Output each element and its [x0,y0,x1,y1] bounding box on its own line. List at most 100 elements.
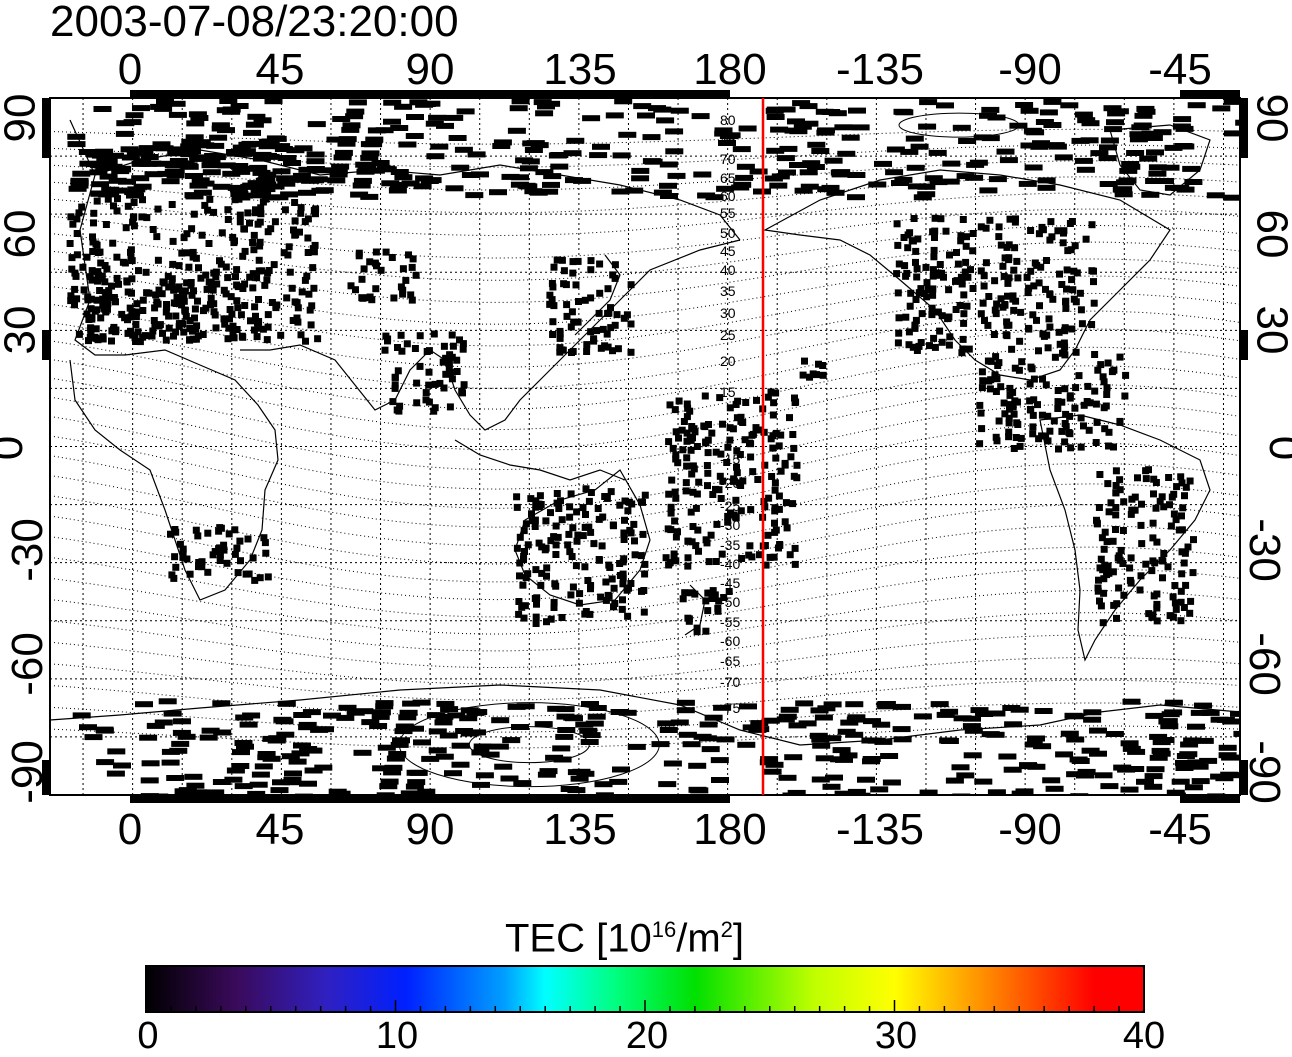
tec-pixel [1104,562,1112,570]
tec-pixel [934,308,942,316]
tec-pixel [67,213,75,221]
tec-pixel [406,114,424,120]
tec-pixel [1030,375,1038,383]
tec-pixel [945,341,953,349]
tec-pixel [1006,405,1013,413]
tec-pixel [143,160,162,167]
tec-pixel [917,339,925,346]
tec-pixel [347,282,355,290]
tec-pixel [1220,771,1239,778]
tec-pixel [965,345,973,353]
tec-pixel [396,402,404,410]
tec-pixel [448,135,467,141]
tec-pixel [569,258,577,266]
tec-pixel [249,554,257,562]
tec-pixel [1216,716,1235,723]
tec-pixel [765,494,773,502]
tec-pixel [1026,406,1034,413]
tec-pixel [149,327,157,335]
tec-pixel [791,560,799,568]
tec-pixel [145,289,153,297]
tec-pixel [787,789,806,795]
tec-pixel [563,150,582,157]
tec-pixel [799,371,807,379]
tec-pixel [787,453,795,461]
tec-pixel [160,279,168,287]
tec-pixel [1046,142,1065,149]
tec-pixel [302,337,309,345]
tec-pixel [1009,403,1017,411]
tec-pixel [1150,592,1158,600]
tec-pixel [837,150,856,157]
tec-pixel [594,505,602,512]
tec-pixel [892,726,911,733]
tec-pixel [573,508,581,516]
tec-pixel [388,187,407,194]
tec-pixel [893,270,901,278]
tec-pixel [1060,339,1068,347]
tec-pixel [1182,165,1201,172]
tec-pixel [929,266,937,274]
tec-pixel [771,479,779,487]
tec-pixel [71,301,78,309]
tec-pixel [931,227,939,235]
tec-pixel [171,553,179,561]
tec-pixel [104,305,111,313]
tec-pixel [639,498,646,506]
tec-pixel [767,388,775,396]
tec-pixel [431,404,439,412]
tec-pixel [201,727,220,734]
tec-pixel [143,214,151,222]
mlat-label: 80 [720,112,736,128]
tec-pixel [129,218,137,226]
tec-pixel [982,259,990,267]
tec-pixel [1012,297,1020,305]
tec-pixel [133,300,141,308]
tec-pixel [196,142,215,149]
tec-pixel [307,321,315,329]
tec-pixel [222,170,241,177]
lon-tick-bottom: -135 [835,805,925,854]
tec-pixel [1127,579,1135,587]
tec-pixel [1071,137,1090,144]
tec-pixel [188,225,196,233]
tec-pixel [179,545,187,553]
tec-pixel [421,755,440,762]
tec-pixel [365,136,384,143]
tec-pixel [893,703,911,710]
mlat-label: -20 [720,475,740,491]
tec-pixel [822,783,841,790]
tec-pixel [1113,600,1121,608]
tec-pixel [199,331,207,338]
tec-pixel [733,414,741,422]
tec-pixel [411,345,419,352]
tec-pixel [71,269,79,277]
tec-pixel [1035,347,1042,355]
tec-pixel [684,537,692,545]
tec-pixel [257,754,276,761]
tec-pixel [186,336,194,344]
tec-pixel [522,574,530,582]
tec-pixel [165,283,173,291]
tec-pixel [609,778,628,785]
mlat-label: 20 [720,353,736,369]
tec-pixel [695,478,703,486]
tec-pixel [209,134,228,141]
tec-pixel [407,291,415,299]
tec-pixel [640,587,648,594]
tec-pixel [723,459,731,466]
tec-pixel [581,296,589,304]
tec-pixel [348,99,367,106]
tec-pixel [183,230,191,238]
tec-pixel [554,533,562,541]
tec-pixel [712,448,720,456]
tec-pixel [251,303,259,311]
tec-pixel [694,526,702,534]
tec-pixel [180,297,188,305]
tec-pixel [713,704,732,711]
tec-pixel [253,152,272,158]
tec-pixel [246,273,254,281]
tec-pixel [1014,421,1022,428]
mlat-label: 35 [720,283,736,299]
tec-pixel [241,302,249,309]
